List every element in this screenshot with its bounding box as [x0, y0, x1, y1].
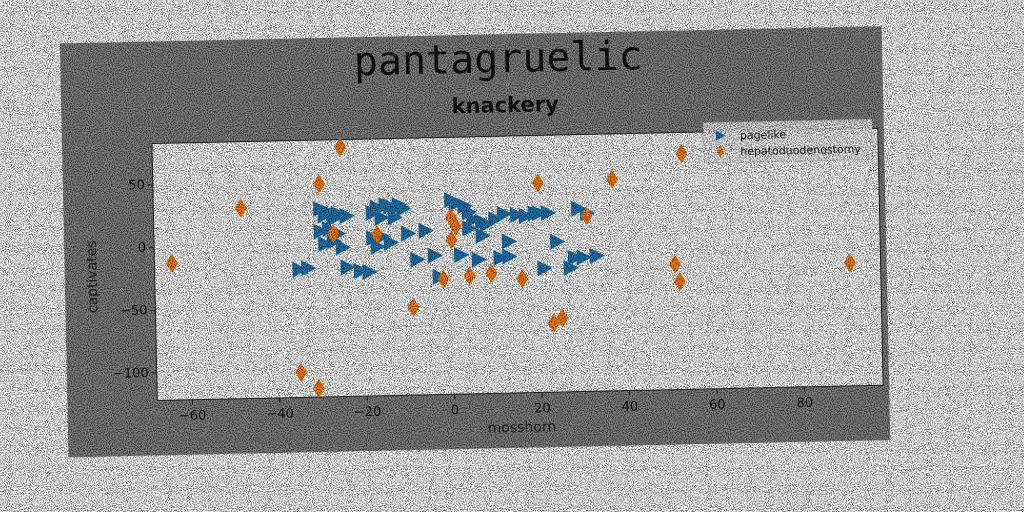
x-tick-label: 80 — [796, 396, 813, 411]
x-tick-label: 0 — [451, 403, 460, 418]
y-tick-label: −100 — [113, 366, 149, 382]
y-tick-label: 50 — [128, 178, 145, 193]
x-tick-label: −40 — [266, 407, 294, 423]
plot-area — [151, 127, 884, 401]
x-tick-label: −20 — [354, 405, 382, 421]
y-tick-label: −50 — [120, 303, 148, 319]
x-tick-label: 60 — [709, 398, 726, 413]
x-tick-label: 20 — [534, 401, 551, 416]
chart-subtitle: knackery — [451, 92, 559, 118]
x-tick-label: 40 — [621, 399, 638, 414]
x-axis-label: mosshorn — [488, 419, 557, 436]
y-tick-label: 0 — [138, 241, 147, 256]
x-tick-label: −60 — [179, 408, 207, 424]
y-axis-label: captivates — [84, 240, 102, 313]
legend-label-pagelike: pagelike — [740, 128, 787, 142]
chart-title: pantagruelic — [353, 33, 643, 85]
legend-label-hepatoduodenostomy: hepatoduodenostomy — [740, 143, 861, 159]
